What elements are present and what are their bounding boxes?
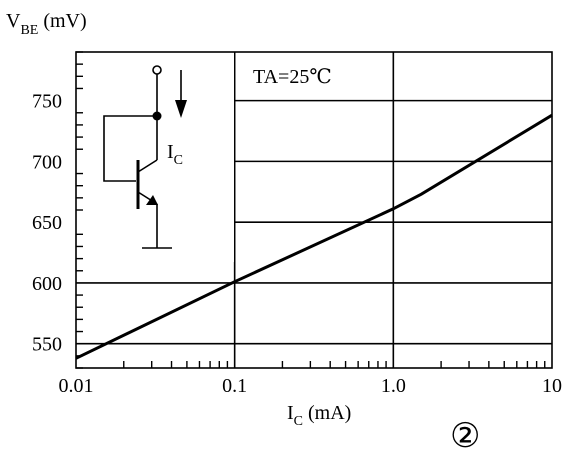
y-axis-ticks: 550 600 650 700 750 — [32, 51, 83, 369]
x-tick-label: 0.01 — [59, 375, 94, 397]
x-axis-label: IC (mA) — [287, 402, 351, 429]
series-line — [75, 113, 553, 360]
inset-collector-leg — [137, 159, 158, 173]
temperature-annotation: TA=25℃ — [253, 66, 332, 88]
inset-terminal-icon — [152, 65, 162, 75]
inset-base-link-wire — [103, 115, 157, 182]
y-tick-label: 650 — [32, 212, 62, 234]
figure-number: ② — [450, 418, 480, 455]
y-tick-label: 700 — [32, 151, 62, 173]
x-tick-label: 1.0 — [381, 375, 406, 397]
inset-current-label: IC — [167, 141, 183, 168]
x-tick-label: 0.1 — [222, 375, 247, 397]
x-tick-label: 10 — [542, 375, 562, 397]
y-tick-label: 550 — [32, 334, 62, 356]
inset-current-arrow-icon — [175, 100, 187, 118]
y-axis-label: VBE (mV) — [6, 10, 87, 38]
y-tick-label: 750 — [32, 91, 62, 113]
x-axis-ticks: 0.01 0.1 1.0 10 — [59, 361, 562, 397]
inset-background — [76, 52, 234, 262]
y-tick-label: 600 — [32, 273, 62, 295]
inset-emitter-arrow-icon — [146, 195, 158, 205]
circuit-inset: IC — [76, 52, 234, 262]
